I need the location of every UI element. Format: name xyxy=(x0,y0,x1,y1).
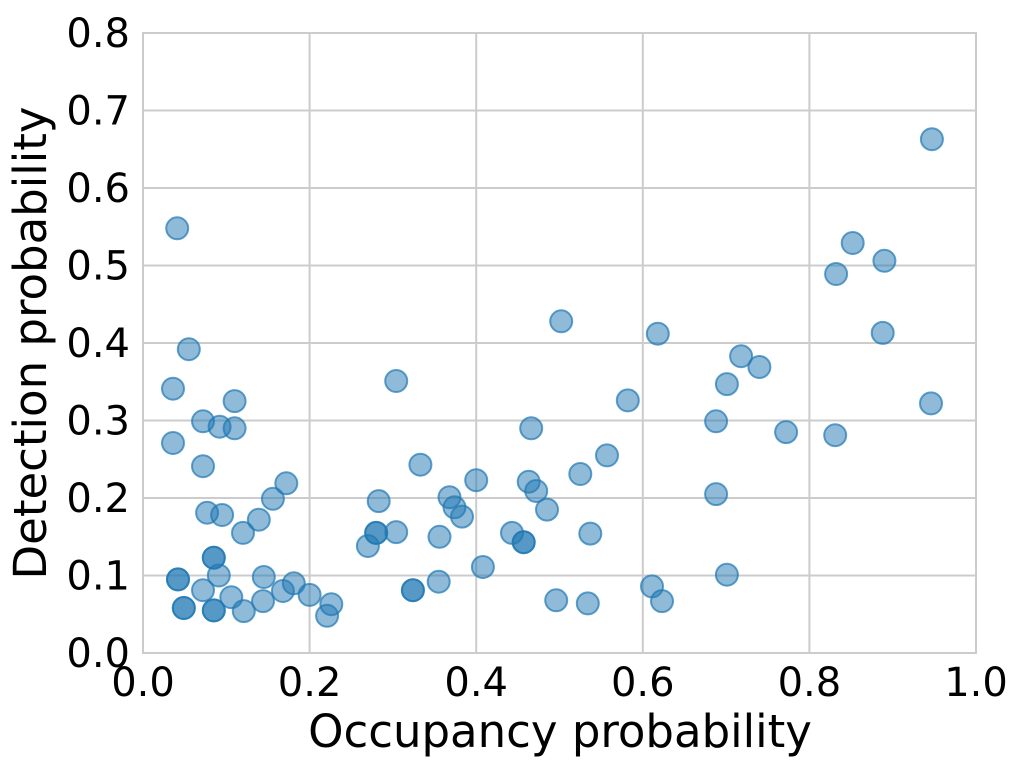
scatter-point xyxy=(384,520,409,545)
scatter-point xyxy=(191,454,215,479)
scatter-point xyxy=(919,127,944,152)
scatter-point xyxy=(535,497,559,522)
scatter-point xyxy=(595,443,619,468)
plot-border xyxy=(142,32,977,654)
x-tick-label: 1.0 xyxy=(944,660,1008,706)
scatter-point xyxy=(246,507,271,532)
scatter-point xyxy=(544,588,569,613)
scatter-point xyxy=(297,582,322,607)
scatter-point xyxy=(260,486,285,511)
scatter-point xyxy=(575,591,600,616)
scatter-point xyxy=(615,388,640,413)
scatter-point xyxy=(166,567,190,592)
scatter-point xyxy=(222,416,247,441)
y-tick-label: 0.2 xyxy=(66,476,130,522)
scatter-point xyxy=(251,589,275,614)
scatter-point xyxy=(222,389,247,414)
scatter-point xyxy=(201,598,226,623)
scatter-point xyxy=(400,578,425,603)
scatter-point xyxy=(714,372,739,397)
x-tick-label: 0.2 xyxy=(278,660,342,706)
scatter-point xyxy=(870,320,895,345)
scatter-point xyxy=(176,337,201,362)
scatter-point xyxy=(919,391,943,416)
x-tick-label: 0.0 xyxy=(111,660,175,706)
y-tick-label: 0.0 xyxy=(66,631,130,677)
scatter-point xyxy=(549,309,574,334)
scatter-point xyxy=(171,596,196,620)
x-axis-label: Occupancy probability xyxy=(308,705,812,758)
y-tick-label: 0.6 xyxy=(66,166,130,212)
scatter-point xyxy=(315,603,340,628)
x-tick-label: 0.4 xyxy=(444,660,508,706)
scatter-point xyxy=(210,503,235,527)
gridlines xyxy=(142,32,977,654)
scatter-point xyxy=(191,578,215,603)
scatter-point xyxy=(524,479,549,503)
scatter-point xyxy=(704,409,729,434)
scatter-point xyxy=(464,468,489,493)
scatter-point xyxy=(578,521,603,546)
scatter-point xyxy=(645,321,670,346)
y-tick-label: 0.8 xyxy=(66,11,130,57)
scatter-point xyxy=(872,248,897,273)
y-tick-label: 0.4 xyxy=(66,321,130,367)
scatter-point xyxy=(206,563,231,588)
scatter-point xyxy=(714,562,739,587)
scatter-point xyxy=(823,423,848,448)
y-axis-label: Detection probability xyxy=(4,106,57,579)
scatter-point xyxy=(774,420,799,445)
scatter-point xyxy=(511,530,536,555)
scatter-point xyxy=(519,416,544,441)
x-tick-label: 0.6 xyxy=(611,660,675,706)
scatter-point xyxy=(729,344,754,369)
y-tick-label: 0.7 xyxy=(66,89,130,135)
scatter-point xyxy=(274,471,299,496)
x-tick-label: 0.8 xyxy=(778,660,842,706)
scatter-point xyxy=(165,216,190,241)
scatter-point xyxy=(366,489,391,514)
scatter-point xyxy=(251,565,276,589)
scatter-point xyxy=(840,231,865,255)
scatter-point xyxy=(824,262,849,286)
x-tick-labels: 0.0 0.2 0.4 0.6 0.8 1.0 xyxy=(111,660,1008,706)
scatter-point xyxy=(364,520,389,545)
scatter-point xyxy=(450,504,474,529)
y-tick-label: 0.5 xyxy=(66,244,130,290)
scatter-point xyxy=(408,452,433,477)
scatter-point xyxy=(426,569,451,594)
scatter-point xyxy=(747,355,772,379)
scatter-point xyxy=(470,555,495,579)
scatter-point xyxy=(650,589,674,614)
y-tick-label: 0.3 xyxy=(66,399,130,445)
scatter-point xyxy=(704,482,729,507)
y-tick-label: 0.1 xyxy=(66,554,130,600)
scatter-point xyxy=(568,462,593,486)
scatter-points xyxy=(161,127,944,628)
scatter-point xyxy=(161,431,185,455)
scatter-point xyxy=(427,524,452,549)
scatter-point xyxy=(231,599,256,624)
scatter-point xyxy=(231,520,255,545)
scatter-point xyxy=(161,376,185,401)
y-tick-labels: 0.0 0.1 0.2 0.3 0.4 0.5 0.6 0.7 0.8 xyxy=(66,11,130,677)
scatter-point xyxy=(384,369,409,393)
